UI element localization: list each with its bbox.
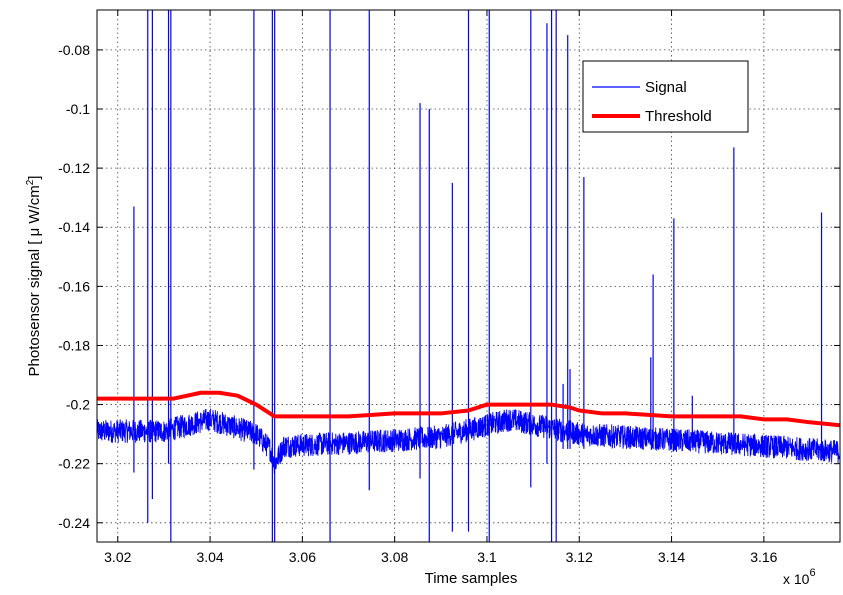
x-tick-label: 3.08 xyxy=(381,549,408,565)
legend-threshold-label: Threshold xyxy=(645,108,712,125)
legend: Signal Threshold xyxy=(582,60,749,133)
x-axis-label: Time samples xyxy=(425,570,518,587)
axis-ticks xyxy=(97,10,840,542)
y-tick-label: -0.08 xyxy=(58,42,90,58)
y-tick-label: -0.16 xyxy=(58,278,90,294)
x-tick-label: 3.1 xyxy=(477,549,497,565)
y-axis-label-superscript: 2 xyxy=(25,179,36,185)
legend-box xyxy=(582,60,749,133)
threshold-series xyxy=(97,390,840,428)
x-tick-label: 3.06 xyxy=(289,549,316,565)
y-axis-label: Photosensor signal [ μ W/cm2] xyxy=(25,176,43,377)
y-tick-label: -0.24 xyxy=(58,515,90,531)
grid xyxy=(97,10,840,542)
x-axis-multiplier: x 106 xyxy=(783,567,816,587)
signal-series xyxy=(97,10,840,542)
y-axis-label-main: Photosensor signal [ μ W/cm xyxy=(26,185,43,376)
y-tick-label: -0.14 xyxy=(58,219,90,235)
x-axis-multiplier-exponent: 6 xyxy=(809,567,815,579)
x-tick-label: 3.14 xyxy=(658,549,685,565)
y-axis-label-end: ] xyxy=(26,176,43,180)
x-tick-label: 3.02 xyxy=(104,549,131,565)
x-tick-label: 3.04 xyxy=(196,549,223,565)
legend-signal-label: Signal xyxy=(645,79,687,96)
y-tick-label: -0.22 xyxy=(58,456,90,472)
threshold-line xyxy=(97,390,840,428)
plot-area xyxy=(97,10,840,542)
x-tick-label: 3.12 xyxy=(566,549,593,565)
y-tick-label: -0.2 xyxy=(66,397,90,413)
y-tick-labels: -0.08 -0.1 -0.12 -0.14 -0.16 -0.18 -0.2 -0.22 -0… xyxy=(58,42,90,531)
y-tick-label: -0.12 xyxy=(58,160,90,176)
plot-frame xyxy=(96,9,841,543)
x-tick-label: 3.16 xyxy=(750,549,777,565)
x-tick-labels: 3.02 3.04 3.06 3.08 3.1 3.12 3.14 3.16 xyxy=(104,549,778,565)
y-tick-label: -0.18 xyxy=(58,337,90,353)
y-tick-label: -0.1 xyxy=(66,101,90,117)
x-axis-multiplier-base: x 10 xyxy=(783,571,810,587)
